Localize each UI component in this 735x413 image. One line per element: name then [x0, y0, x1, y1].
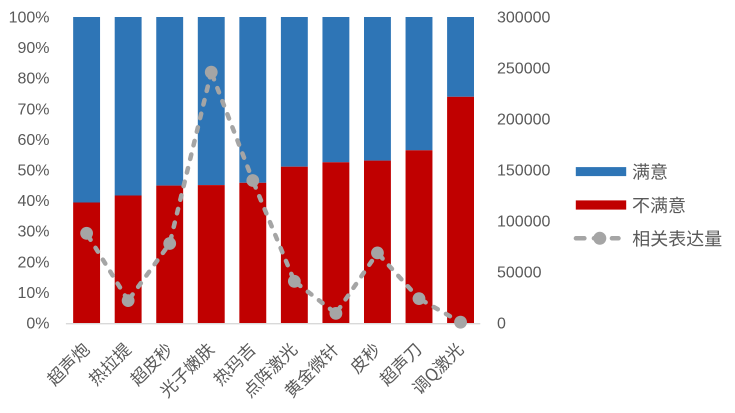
svg-text:100%: 100% [9, 9, 50, 26]
svg-text:90%: 90% [17, 40, 49, 57]
svg-text:80%: 80% [17, 71, 49, 88]
svg-text:70%: 70% [17, 101, 49, 118]
svg-text:100000: 100000 [497, 214, 550, 231]
svg-text:150000: 150000 [497, 163, 550, 180]
svg-text:20%: 20% [17, 254, 49, 271]
svg-text:60%: 60% [17, 132, 49, 149]
svg-text:40%: 40% [17, 193, 49, 210]
svg-text:30%: 30% [17, 224, 49, 241]
svg-text:200000: 200000 [497, 111, 550, 128]
svg-text:10%: 10% [17, 285, 49, 302]
svg-text:50%: 50% [17, 163, 49, 180]
svg-text:250000: 250000 [497, 60, 550, 77]
svg-text:300000: 300000 [497, 9, 550, 26]
svg-text:0: 0 [497, 316, 506, 333]
svg-text:50000: 50000 [497, 265, 542, 282]
svg-text:0%: 0% [26, 316, 49, 333]
